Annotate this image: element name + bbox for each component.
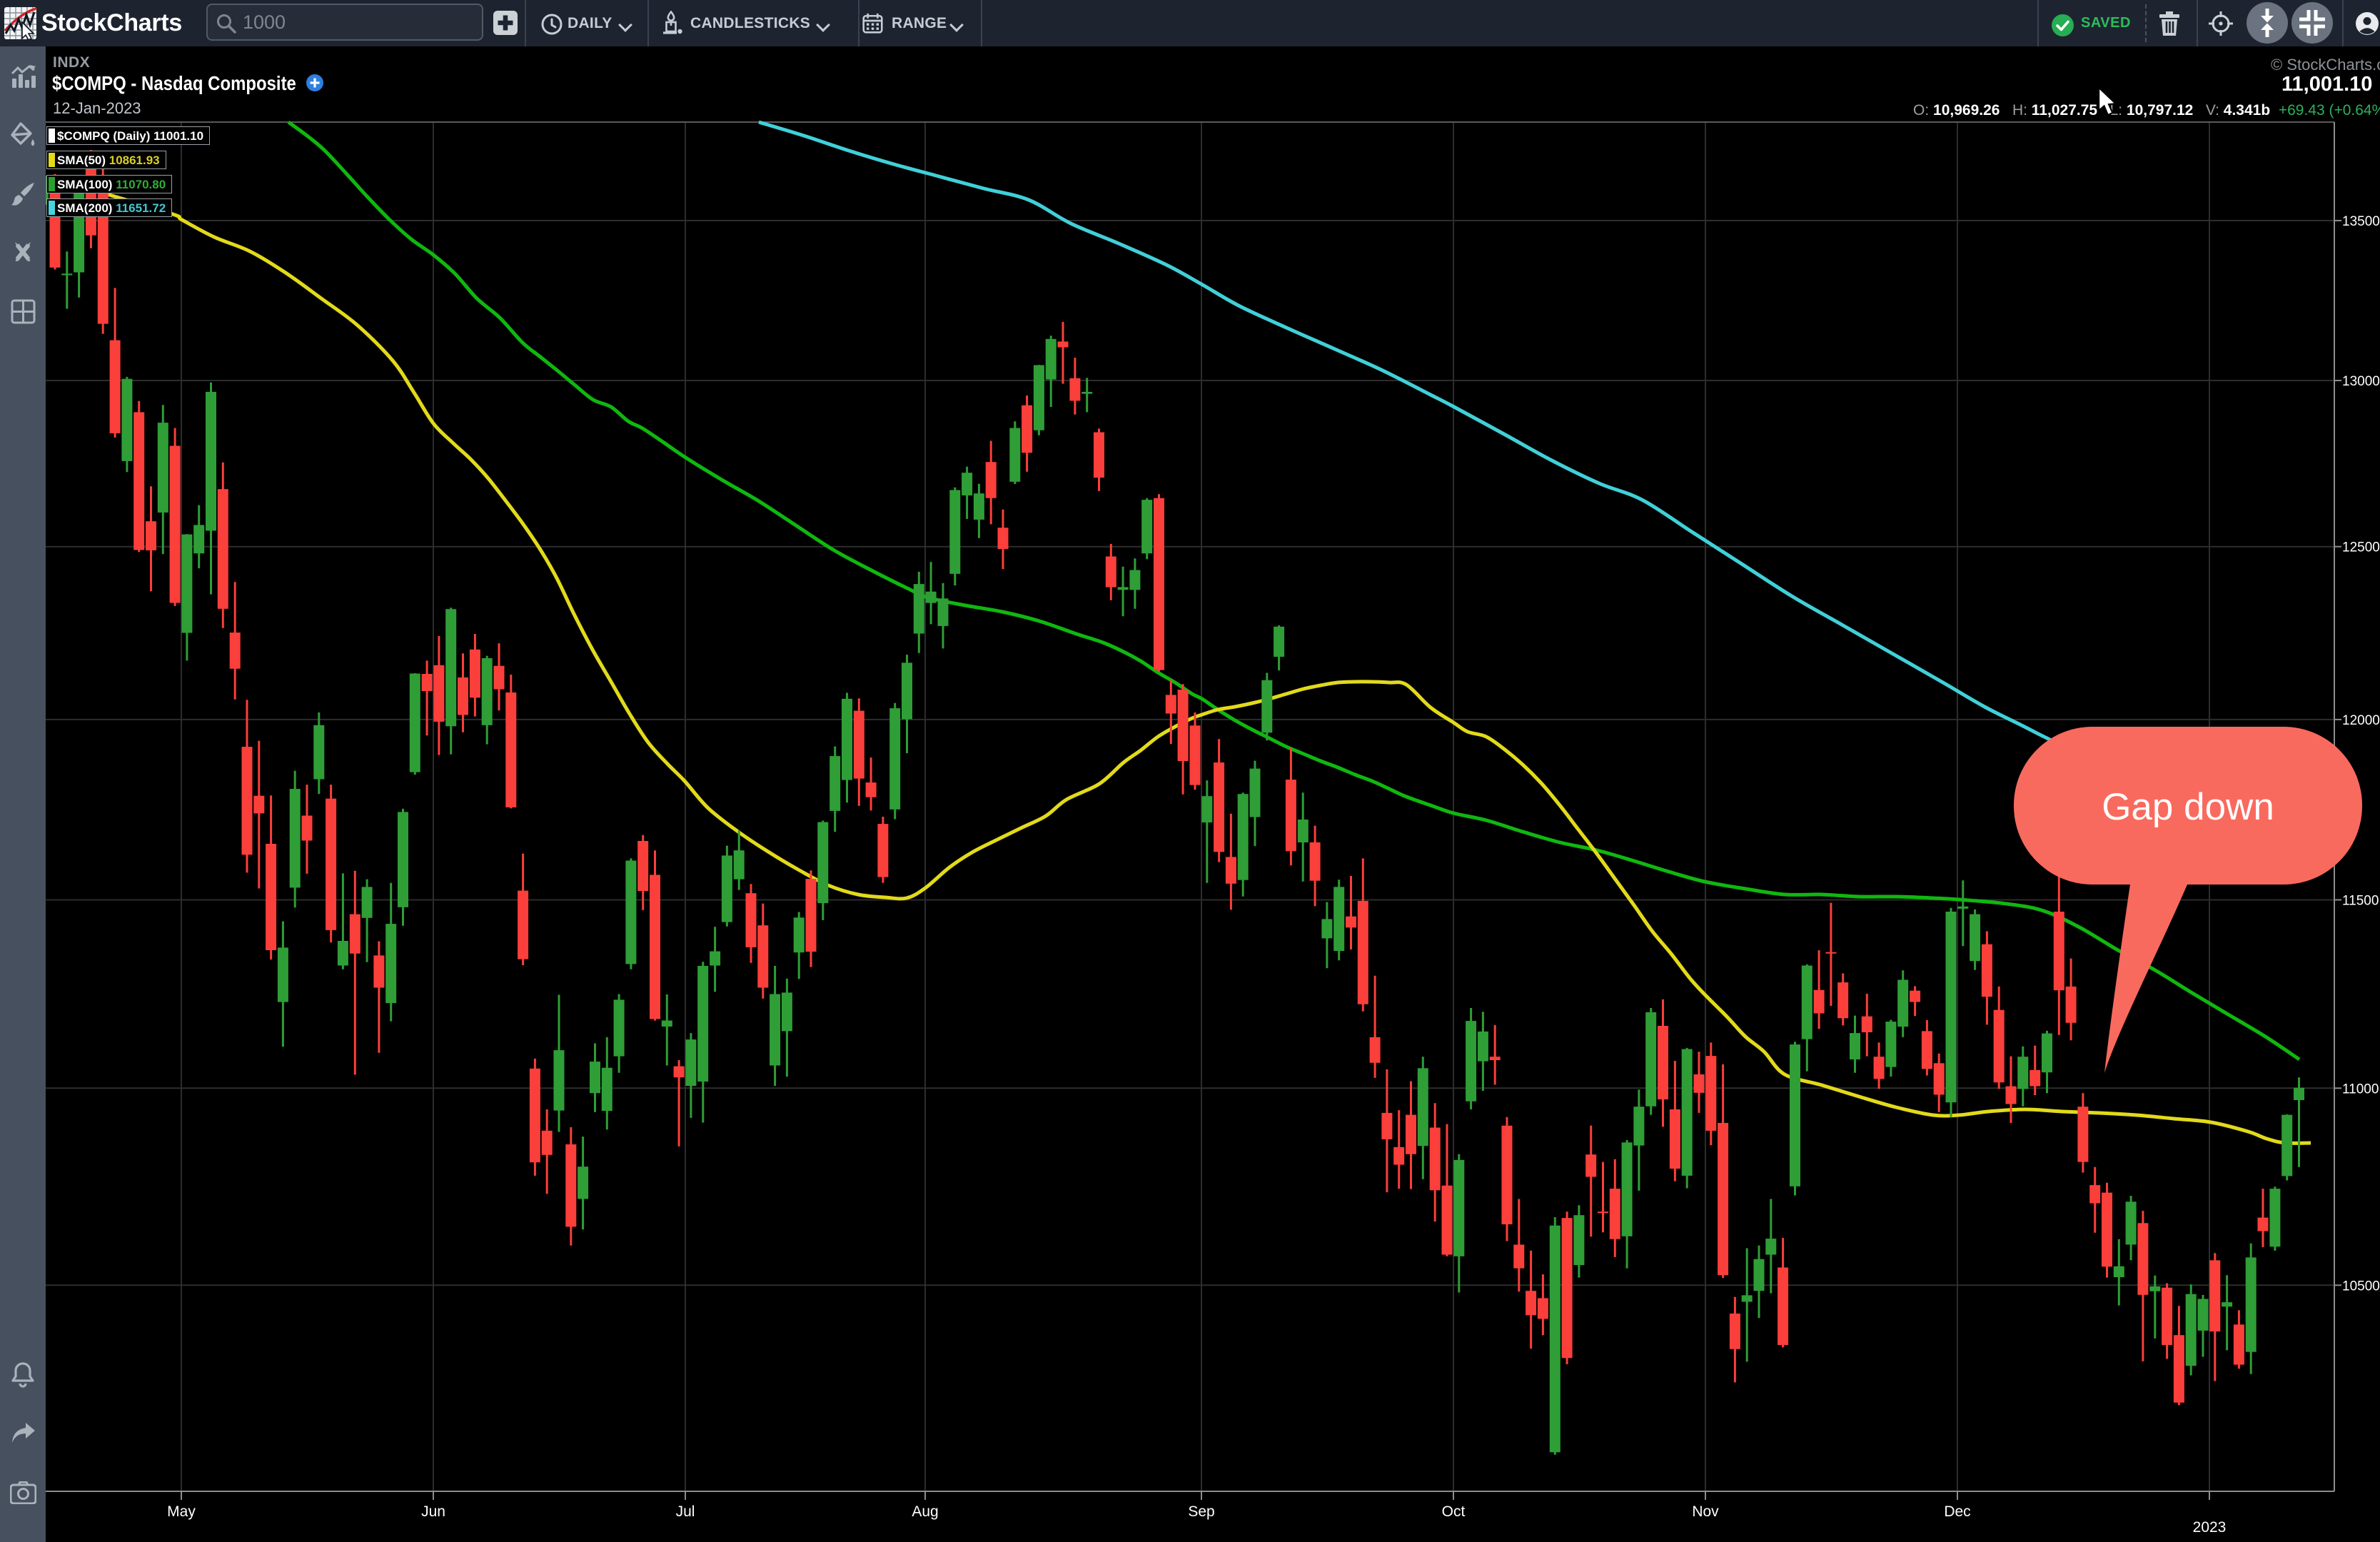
- svg-text:Dec: Dec: [1944, 1503, 1970, 1520]
- svg-text:12500: 12500: [2342, 540, 2380, 555]
- svg-text:Nov: Nov: [1692, 1503, 1719, 1520]
- svg-text:11500: 11500: [2342, 894, 2379, 909]
- svg-text:Sep: Sep: [1188, 1503, 1214, 1520]
- svg-text:2023: 2023: [2193, 1519, 2227, 1536]
- svg-text:10500: 10500: [2342, 1279, 2380, 1294]
- svg-text:Jun: Jun: [421, 1503, 445, 1520]
- svg-text:11000: 11000: [2342, 1082, 2379, 1097]
- svg-text:May: May: [167, 1503, 196, 1520]
- svg-text:12000: 12000: [2342, 713, 2380, 728]
- svg-text:13000: 13000: [2342, 374, 2380, 389]
- svg-text:13500: 13500: [2342, 214, 2380, 229]
- svg-text:Jul: Jul: [676, 1503, 695, 1520]
- svg-text:Oct: Oct: [1442, 1503, 1466, 1520]
- svg-text:Aug: Aug: [912, 1503, 938, 1520]
- svg-text:Gap down: Gap down: [2102, 786, 2274, 828]
